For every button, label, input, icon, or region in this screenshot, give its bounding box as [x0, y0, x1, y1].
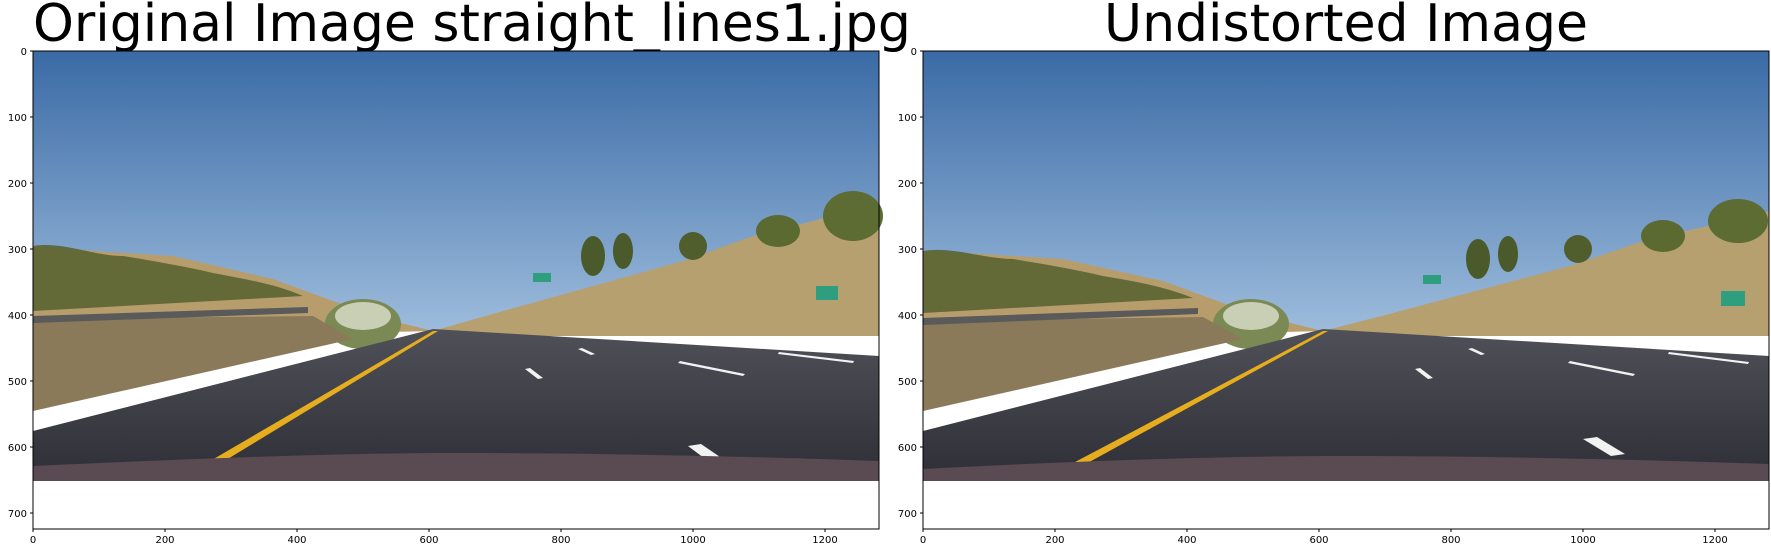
bush-flowers: [1223, 302, 1279, 330]
panel-title: Original Image straight_lines1.jpg: [33, 0, 911, 54]
white-dash: [1568, 361, 1635, 376]
tree: [581, 236, 605, 276]
y-axis: 0 100 200 300 400 500 600 700: [8, 47, 33, 520]
x-tick-label: 800: [1441, 535, 1460, 546]
plot-original: 0 100 200 300 400 500 600 700 0 200: [8, 47, 883, 546]
x-tick-label: 1200: [1702, 535, 1727, 546]
road-sign: [533, 273, 551, 282]
y-tick-label: 400: [8, 311, 27, 322]
white-dash: [1668, 352, 1749, 364]
road: [923, 329, 1769, 481]
tree: [613, 233, 633, 269]
x-axis: 0 200 400 600 800 1000 1200: [30, 529, 838, 546]
white-dash: [578, 348, 595, 355]
plot-undistorted: 0 100 200 300 400 500 600 700 0 200 400: [898, 47, 1770, 546]
car-hood: [33, 453, 879, 481]
y-tick-label: 700: [8, 509, 27, 520]
x-tick-label: 1200: [812, 535, 837, 546]
yellow-lane: [1058, 331, 1328, 471]
y-tick-label: 200: [898, 179, 917, 190]
y-tick-label: 0: [911, 47, 917, 58]
x-tick-label: 400: [1177, 535, 1196, 546]
bush-flowers: [335, 302, 391, 330]
axes-frame: [922, 50, 1770, 530]
tree: [1641, 220, 1685, 252]
y-tick-label: 300: [8, 245, 27, 256]
x-tick-label: 0: [30, 535, 36, 546]
y-tick-label: 700: [898, 509, 917, 520]
road-sign: [816, 286, 838, 300]
vegetation: [923, 249, 1193, 313]
shoulder: [33, 316, 353, 411]
x-tick-label: 400: [287, 535, 306, 546]
tree: [756, 215, 800, 247]
x-tick-label: 1000: [1570, 535, 1595, 546]
white-dash: [678, 361, 745, 376]
white-dash: [1583, 437, 1625, 456]
tree: [1564, 235, 1592, 263]
guardrail: [33, 307, 308, 323]
white-dash: [778, 352, 854, 363]
road-sign: [1423, 275, 1441, 284]
y-tick-label: 0: [21, 47, 27, 58]
x-tick-label: 600: [419, 535, 438, 546]
image-original: [33, 51, 883, 481]
y-tick-label: 300: [898, 245, 917, 256]
y-tick-label: 500: [8, 377, 27, 388]
x-tick-label: 200: [155, 535, 174, 546]
axes-frame: [32, 50, 880, 530]
y-tick-label: 200: [8, 179, 27, 190]
y-tick-label: 100: [8, 113, 27, 124]
x-tick-label: 600: [1309, 535, 1328, 546]
tree: [1466, 239, 1490, 279]
y-tick-label: 100: [898, 113, 917, 124]
road-sign: [1721, 291, 1745, 306]
x-tick-label: 800: [551, 535, 570, 546]
white-dash: [1468, 348, 1485, 355]
car-hood: [923, 456, 1769, 481]
x-tick-label: 200: [1045, 535, 1064, 546]
white-dash: [525, 368, 543, 379]
y-tick-label: 400: [898, 311, 917, 322]
guardrail: [923, 308, 1198, 325]
tree: [1498, 236, 1518, 272]
panel-title: Undistorted Image: [1104, 0, 1588, 54]
panel-original: Original Image straight_lines1.jpg: [0, 0, 911, 549]
white-dash: [1415, 368, 1433, 379]
x-tick-label: 1000: [680, 535, 705, 546]
tree: [679, 232, 707, 260]
tree: [823, 191, 883, 241]
vegetation: [33, 244, 303, 311]
y-axis: 0 100 200 300 400 500 600 700: [898, 47, 923, 520]
y-tick-label: 500: [898, 377, 917, 388]
y-tick-label: 600: [8, 443, 27, 454]
image-undistorted: [923, 51, 1769, 481]
yellow-lane: [193, 331, 438, 471]
shoulder: [923, 317, 1243, 411]
x-axis: 0 200 400 600 800 1000 1200: [920, 529, 1728, 546]
x-tick-label: 0: [920, 535, 926, 546]
tree: [1708, 199, 1768, 243]
panel-undistorted: Undistorted Image: [885, 0, 1771, 549]
y-tick-label: 600: [898, 443, 917, 454]
